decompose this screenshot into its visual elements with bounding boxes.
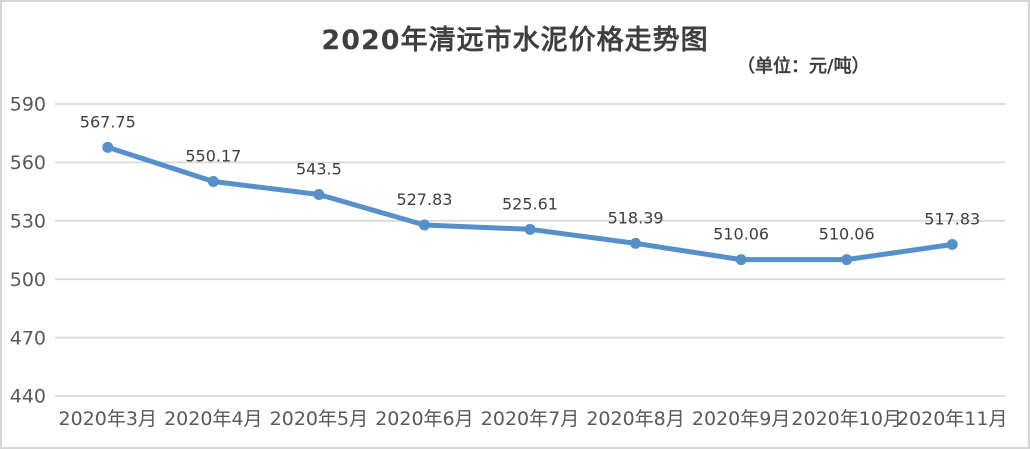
y-axis-tick-label: 560 bbox=[10, 152, 46, 174]
x-axis-tick-label: 2020年11月 bbox=[897, 408, 1008, 430]
data-point-label: 525.61 bbox=[502, 194, 558, 213]
data-point-marker bbox=[418, 219, 430, 231]
data-point-marker bbox=[630, 237, 642, 249]
data-point-marker bbox=[207, 176, 219, 188]
data-point-label: 517.83 bbox=[924, 209, 980, 228]
x-axis-tick-label: 2020年10月 bbox=[791, 408, 902, 430]
chart-unit-label: （单位：元/吨） bbox=[737, 56, 870, 77]
x-axis-tick-label: 2020年3月 bbox=[59, 408, 157, 430]
data-point-marker bbox=[102, 141, 114, 153]
data-point-label: 543.5 bbox=[296, 160, 342, 179]
x-axis-tick-label: 2020年5月 bbox=[270, 408, 368, 430]
data-point-marker bbox=[735, 254, 747, 266]
y-axis-tick-label: 530 bbox=[10, 210, 46, 232]
data-point-label: 527.83 bbox=[396, 190, 452, 209]
chart-title: 2020年清远市水泥价格走势图 bbox=[321, 25, 709, 56]
y-axis-tick-label: 590 bbox=[10, 94, 46, 116]
data-point-marker bbox=[313, 189, 325, 201]
data-point-label: 550.17 bbox=[185, 147, 241, 166]
data-point-marker bbox=[841, 254, 853, 266]
y-axis-tick-label: 470 bbox=[10, 327, 46, 349]
data-point-label: 510.06 bbox=[819, 225, 875, 244]
y-axis-tick-label: 440 bbox=[10, 386, 46, 408]
data-point-marker bbox=[524, 223, 536, 235]
data-point-label: 518.39 bbox=[608, 208, 664, 227]
x-axis-tick-label: 2020年6月 bbox=[375, 408, 473, 430]
y-axis-tick-label: 500 bbox=[10, 269, 46, 291]
x-axis-tick-label: 2020年9月 bbox=[692, 408, 790, 430]
data-point-label: 510.06 bbox=[713, 225, 769, 244]
data-point-marker bbox=[946, 238, 958, 250]
x-axis-tick-label: 2020年7月 bbox=[481, 408, 579, 430]
x-axis-tick-label: 2020年8月 bbox=[586, 408, 684, 430]
x-axis-tick-label: 2020年4月 bbox=[164, 408, 262, 430]
data-point-label: 567.75 bbox=[80, 112, 136, 131]
